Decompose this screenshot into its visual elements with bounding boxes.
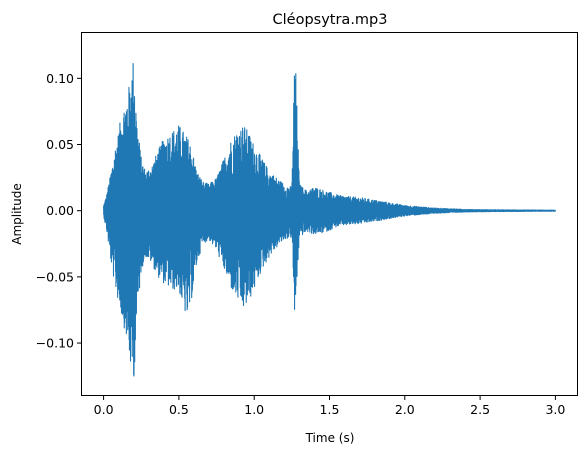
plot-area <box>81 32 578 396</box>
y-tick-label-3: 0.05 <box>46 137 74 152</box>
x-tick-label-5: 2.5 <box>470 402 490 417</box>
y-tick-label-1: −0.05 <box>36 269 74 284</box>
x-tick-label-1: 0.5 <box>169 402 189 417</box>
y-tick-label-2: 0.00 <box>46 203 74 218</box>
y-tick-label-0: −0.10 <box>36 336 74 351</box>
x-axis: 0.0 0.5 1.0 1.5 2.0 2.5 3.0 <box>94 396 565 417</box>
x-tick-label-3: 1.5 <box>320 402 340 417</box>
x-tick-label-0: 0.0 <box>94 402 114 417</box>
axes-frame <box>81 32 578 396</box>
y-axis: −0.10 −0.05 0.00 0.05 0.10 <box>36 71 81 351</box>
chart-title: Cléopsytra.mp3 <box>273 12 388 28</box>
waveform-series-0 <box>103 63 556 377</box>
series-layer <box>103 63 556 377</box>
x-tick-label-4: 2.0 <box>395 402 415 417</box>
y-tick-label-4: 0.10 <box>46 71 74 86</box>
y-axis-label: Amplitude <box>10 183 24 245</box>
x-tick-label-2: 1.0 <box>244 402 264 417</box>
x-axis-label: Time (s) <box>305 431 355 445</box>
x-tick-label-6: 3.0 <box>545 402 565 417</box>
